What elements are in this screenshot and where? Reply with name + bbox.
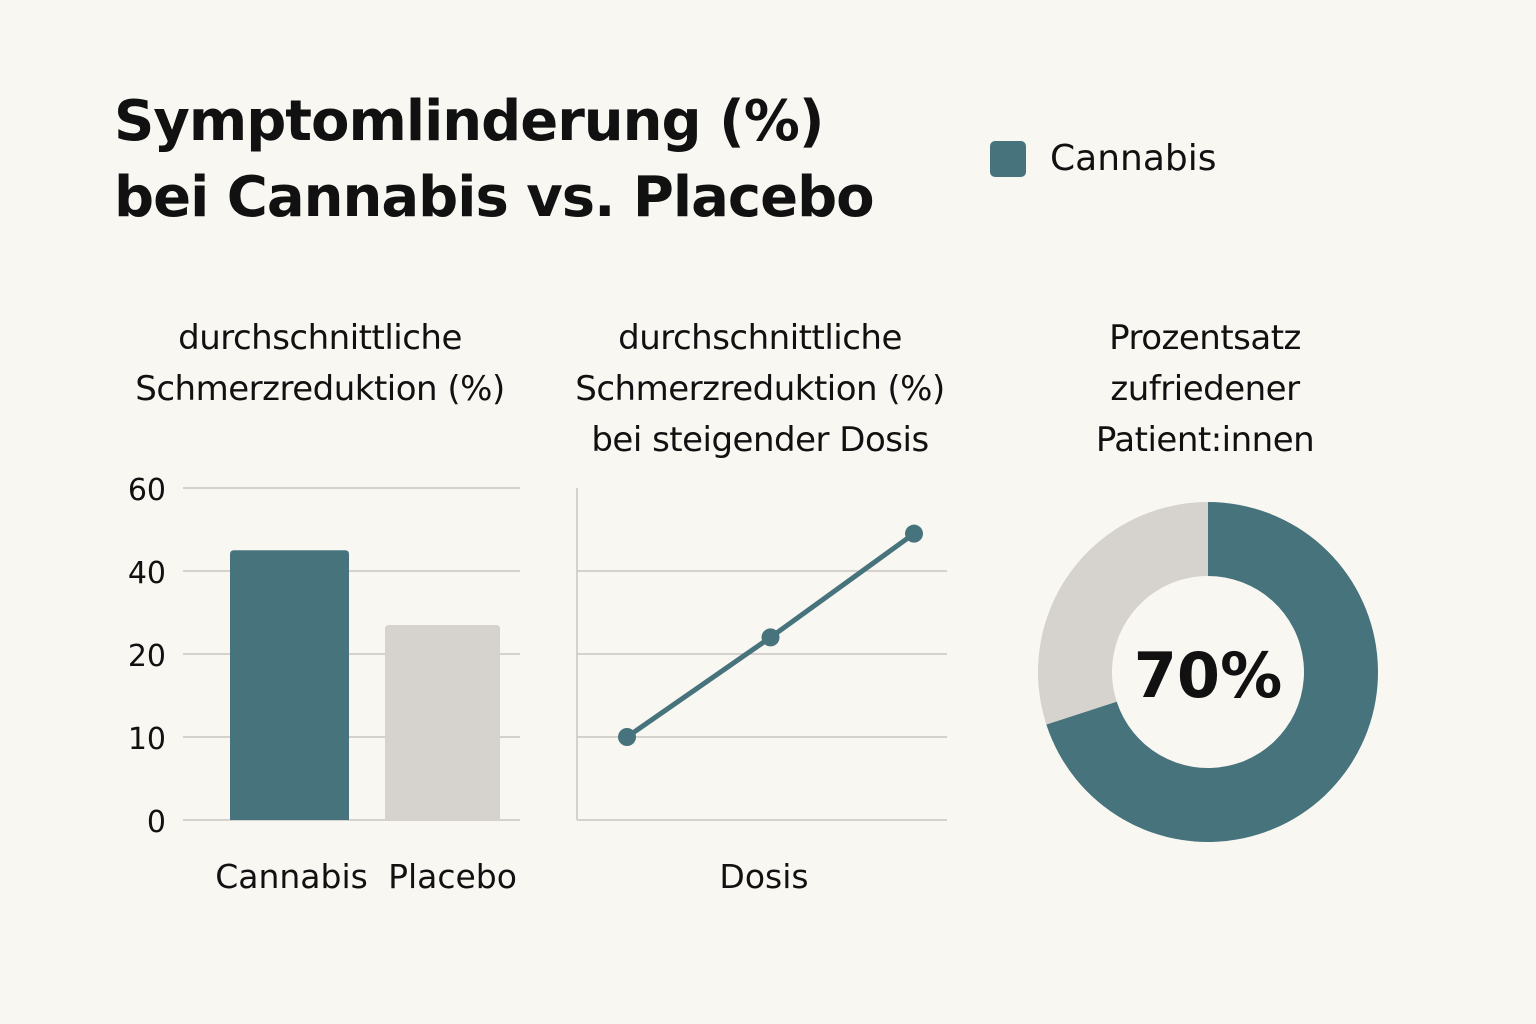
bar-cannabis — [230, 550, 349, 820]
title-line-1: Symptomlinderung (%) — [114, 89, 824, 154]
line-title-line: Schmerzreduktion (%) — [575, 369, 945, 409]
y-tick-label: 40 — [128, 556, 166, 591]
y-tick-label: 20 — [128, 639, 166, 674]
data-point — [761, 628, 780, 647]
line-title-line: bei steigender Dosis — [591, 420, 929, 460]
y-tick-label: 60 — [128, 473, 166, 508]
x-category-label: Placebo — [388, 857, 517, 896]
data-point — [618, 728, 636, 746]
bar-title-line: Schmerzreduktion (%) — [135, 369, 505, 409]
title-line-2: bei Cannabis vs. Placebo — [114, 165, 875, 230]
legend: Cannabis — [990, 138, 1217, 179]
legend-swatch — [990, 140, 1026, 177]
donut-slice — [1046, 502, 1379, 842]
pie-title-line: Patient:innen — [1095, 420, 1315, 460]
legend-label: Cannabis — [1050, 138, 1217, 179]
pie-title-line: zufriedener — [1110, 369, 1300, 409]
pie-chart-title: Prozentsatz zufriedener Patient:innen — [1010, 313, 1400, 466]
x-category-label: Cannabis — [215, 857, 368, 896]
chart-title: Symptomlinderung (%) bei Cannabis vs. Pl… — [114, 84, 875, 236]
bar-title-line: durchschnittliche — [178, 318, 462, 358]
donut-slice — [1038, 502, 1208, 725]
x-axis-label: Dosis — [719, 857, 808, 896]
bar-chart-title: durchschnittliche Schmerzreduktion (%) — [100, 313, 540, 415]
bar-placebo — [385, 624, 500, 820]
data-point — [905, 524, 923, 543]
y-tick-label: 10 — [128, 722, 166, 757]
line-chart-title: durchschnittliche Schmerzreduktion (%) b… — [550, 313, 970, 466]
y-tick-label: 0 — [147, 805, 166, 840]
donut-center-label: 70% — [1134, 639, 1282, 712]
line-title-line: durchschnittliche — [618, 318, 902, 358]
pie-title-line: Prozentsatz — [1109, 318, 1301, 358]
